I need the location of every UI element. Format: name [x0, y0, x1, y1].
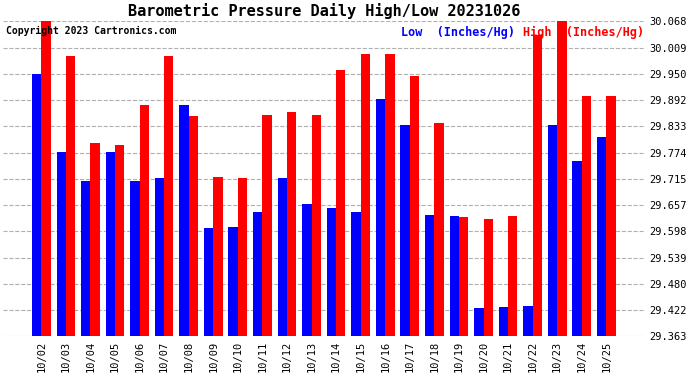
Bar [41, 21, 50, 336]
Bar [188, 116, 198, 336]
Bar [90, 143, 100, 336]
Bar [351, 212, 361, 336]
Bar [57, 152, 66, 336]
Bar [164, 56, 173, 336]
Bar [130, 181, 139, 336]
Bar [81, 181, 90, 336]
Bar [312, 115, 321, 336]
Bar [459, 217, 469, 336]
Bar [582, 96, 591, 336]
Bar [253, 212, 262, 336]
Bar [213, 177, 223, 336]
Bar [385, 54, 395, 336]
Bar [450, 216, 459, 336]
Bar [287, 112, 296, 336]
Bar [32, 74, 41, 336]
Bar [558, 21, 566, 336]
Bar [523, 306, 533, 336]
Bar [66, 56, 75, 336]
Bar [499, 307, 508, 336]
Bar [277, 178, 287, 336]
Bar [533, 35, 542, 336]
Bar [238, 178, 247, 336]
Bar [204, 228, 213, 336]
Bar [139, 105, 149, 336]
Bar [302, 204, 312, 336]
Text: High  (Inches/Hg): High (Inches/Hg) [523, 26, 644, 39]
Bar [376, 99, 385, 336]
Bar [484, 219, 493, 336]
Bar [179, 105, 188, 336]
Title: Barometric Pressure Daily High/Low 20231026: Barometric Pressure Daily High/Low 20231… [128, 3, 520, 19]
Text: Copyright 2023 Cartronics.com: Copyright 2023 Cartronics.com [6, 26, 177, 36]
Text: Low  (Inches/Hg): Low (Inches/Hg) [401, 26, 515, 39]
Bar [573, 161, 582, 336]
Bar [115, 146, 124, 336]
Bar [425, 214, 435, 336]
Bar [474, 308, 484, 336]
Bar [327, 208, 336, 336]
Bar [155, 178, 164, 336]
Bar [228, 227, 238, 336]
Bar [262, 115, 272, 336]
Bar [548, 125, 558, 336]
Bar [106, 152, 115, 336]
Bar [400, 125, 410, 336]
Bar [607, 96, 615, 336]
Bar [336, 69, 346, 336]
Bar [435, 123, 444, 336]
Bar [410, 76, 419, 336]
Bar [597, 136, 607, 336]
Bar [361, 54, 370, 336]
Bar [508, 216, 518, 336]
